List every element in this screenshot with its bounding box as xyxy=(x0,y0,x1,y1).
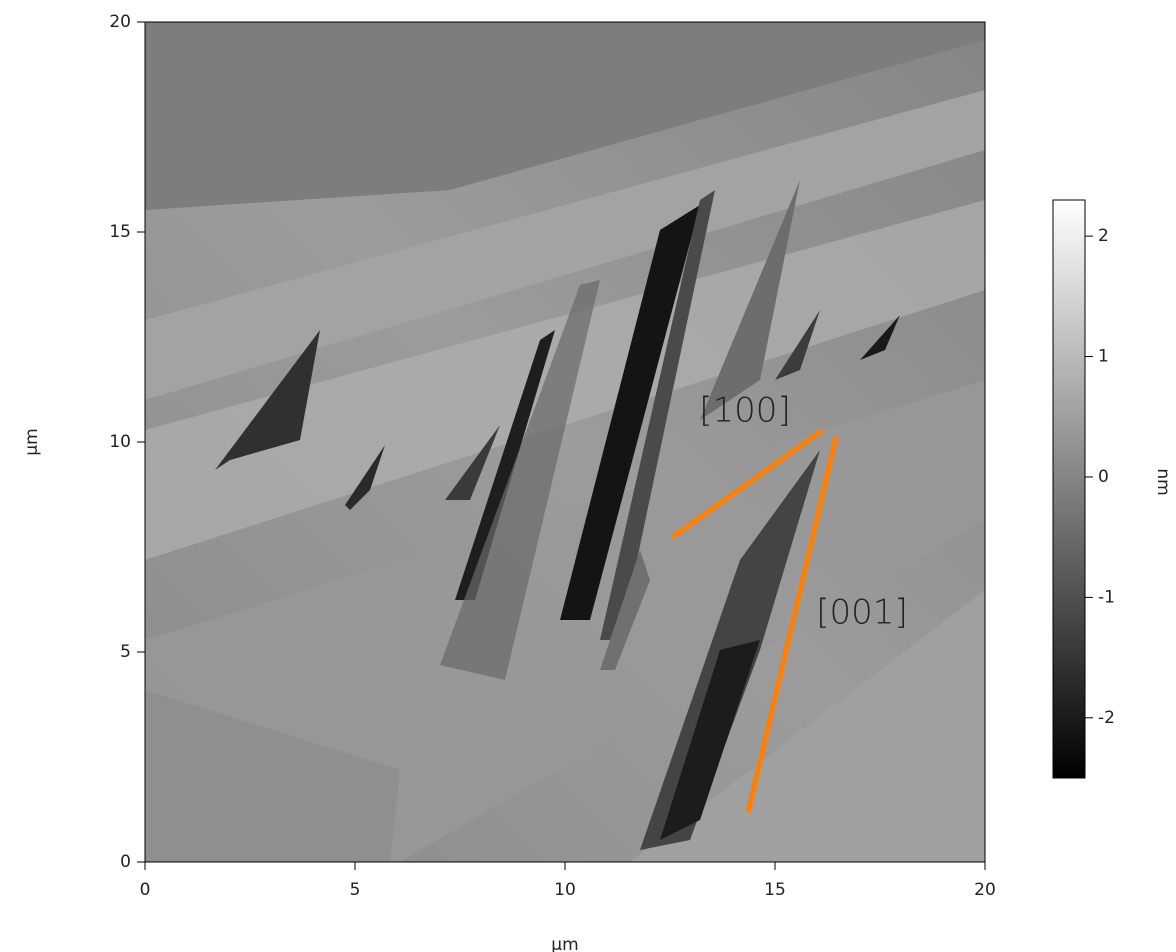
x-tick-label: 15 xyxy=(764,880,786,900)
colorbar-tick-label: 2 xyxy=(1098,226,1109,246)
colorbar-tick-label: 0 xyxy=(1098,467,1109,487)
y-tick-label: 5 xyxy=(120,642,131,662)
colorbar xyxy=(1053,200,1085,778)
annotation: [100] xyxy=(699,391,790,431)
colorbar-tick-label: 1 xyxy=(1098,347,1109,367)
afm-image xyxy=(145,22,985,862)
x-axis-label: μm xyxy=(551,935,578,952)
x-tick-label: 0 xyxy=(140,880,151,900)
figure: μm μm nm [100] [001] 0510152005101520-2-… xyxy=(0,0,1176,952)
y-tick-label: 10 xyxy=(109,432,131,452)
annotation: [001] xyxy=(816,593,907,633)
colorbar-tick-label: -2 xyxy=(1098,708,1115,728)
colorbar-label: nm xyxy=(1153,468,1173,495)
y-tick-label: 15 xyxy=(109,222,131,242)
y-axis-label: μm xyxy=(22,428,42,455)
y-tick-label: 0 xyxy=(120,852,131,872)
x-tick-label: 20 xyxy=(974,880,996,900)
colorbar-tick-label: -1 xyxy=(1098,587,1115,607)
x-tick-label: 5 xyxy=(350,880,361,900)
x-tick-label: 10 xyxy=(554,880,576,900)
y-tick-label: 20 xyxy=(109,12,131,32)
